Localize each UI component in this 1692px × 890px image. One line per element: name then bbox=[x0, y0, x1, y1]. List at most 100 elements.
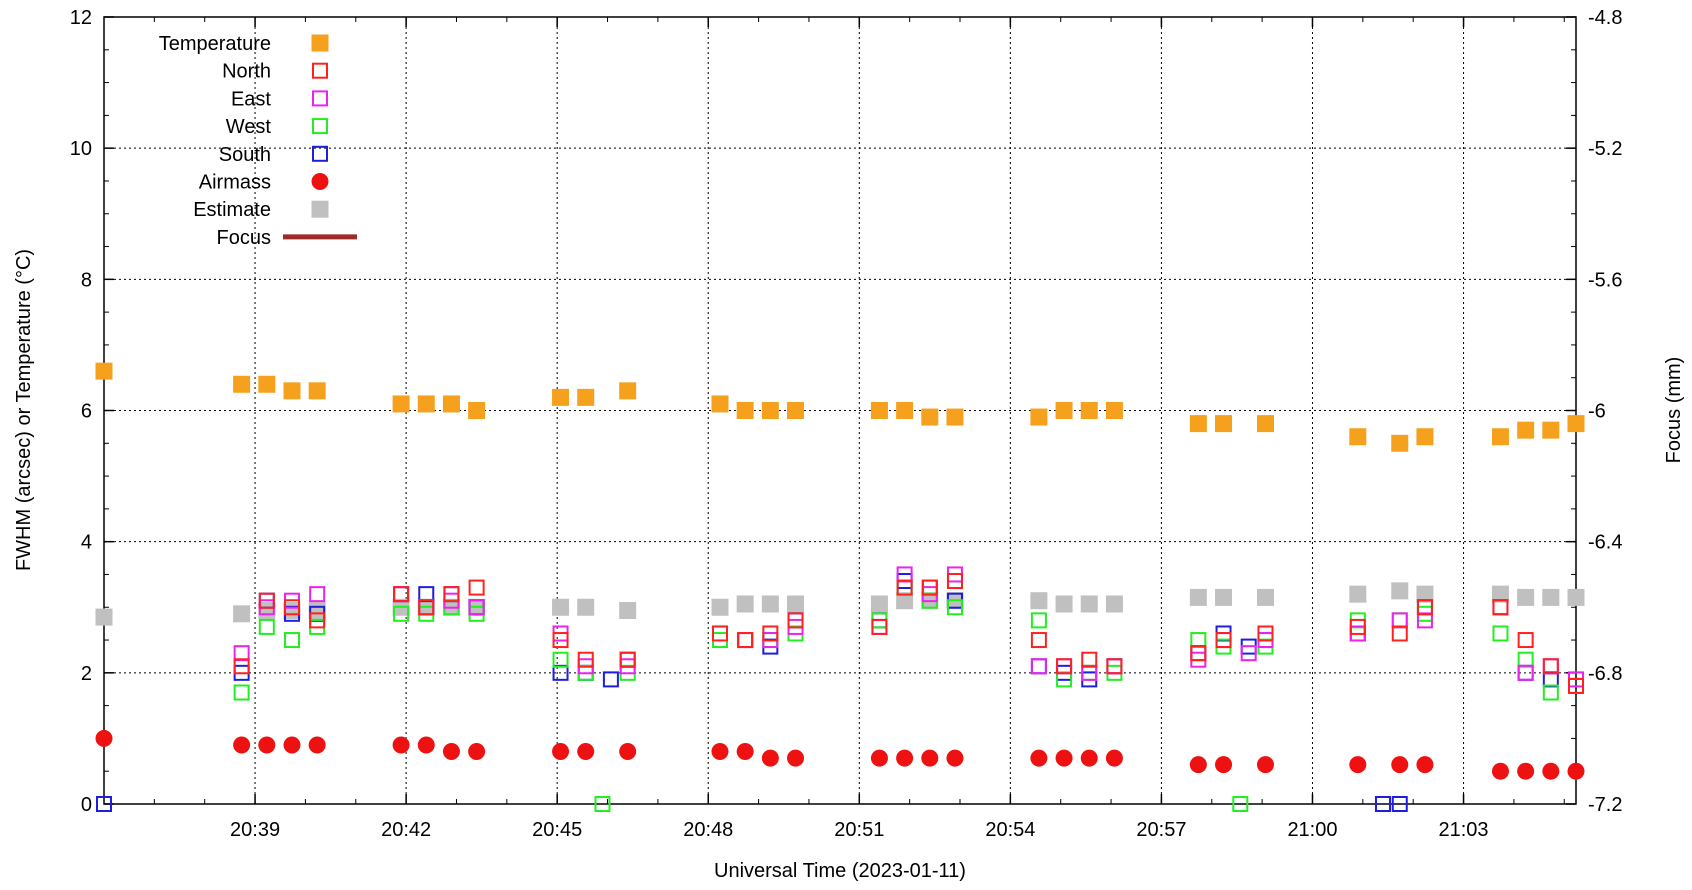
west-point bbox=[1492, 625, 1509, 642]
north-point bbox=[1081, 651, 1098, 668]
estimate-point bbox=[1080, 595, 1098, 613]
south-point bbox=[1374, 796, 1391, 812]
x-tick-label: 21:03 bbox=[1439, 819, 1489, 841]
temperature-point bbox=[946, 408, 964, 426]
airmass-point bbox=[1517, 762, 1535, 780]
y-axis-title: FWHM (arcsec) or Temperature (°C) bbox=[13, 249, 35, 571]
airmass-point bbox=[619, 743, 637, 761]
east-point bbox=[1391, 612, 1408, 629]
temperature-point bbox=[761, 402, 779, 419]
east-point bbox=[1517, 664, 1534, 681]
legend-label: North bbox=[222, 61, 271, 83]
airmass-point bbox=[308, 736, 326, 754]
y2-tick-label: -6.8 bbox=[1588, 663, 1622, 685]
temperature-point bbox=[896, 402, 914, 419]
y-tick-label: 0 bbox=[81, 794, 92, 816]
north-point bbox=[737, 632, 754, 649]
airmass-point bbox=[1391, 756, 1409, 774]
west-point bbox=[1030, 612, 1047, 629]
legend-marker bbox=[311, 200, 329, 218]
south-point bbox=[737, 632, 754, 649]
airmass-point bbox=[283, 736, 301, 754]
west-point bbox=[1542, 684, 1559, 701]
estimate-point bbox=[711, 598, 729, 616]
y2-tick-label: -5.6 bbox=[1588, 269, 1622, 291]
legend-label: West bbox=[226, 116, 272, 138]
north-point bbox=[1517, 632, 1534, 649]
estimate-point bbox=[233, 605, 251, 623]
temperature-point bbox=[233, 375, 251, 393]
estimate-point bbox=[283, 602, 301, 620]
series-airmass bbox=[95, 729, 1585, 780]
series-north bbox=[233, 573, 1584, 694]
estimate-point bbox=[1189, 588, 1207, 606]
airmass-point bbox=[442, 743, 460, 761]
airmass-point bbox=[921, 749, 939, 767]
south-point bbox=[1391, 796, 1408, 812]
y-tick-label: 8 bbox=[81, 269, 92, 291]
airmass-point bbox=[1542, 762, 1560, 780]
airmass-point bbox=[711, 743, 729, 761]
estimate-point bbox=[1215, 588, 1233, 606]
series-temperature bbox=[95, 362, 1585, 452]
temperature-point bbox=[1105, 402, 1123, 419]
y2-tick-label: -4.8 bbox=[1588, 7, 1622, 29]
series-estimate bbox=[95, 582, 1585, 626]
estimate-point bbox=[308, 602, 326, 620]
west-point bbox=[233, 684, 250, 701]
temperature-point bbox=[1491, 428, 1509, 446]
temperature-point bbox=[921, 408, 939, 426]
temperature-point bbox=[1349, 428, 1367, 446]
east-point bbox=[468, 599, 485, 616]
west-point bbox=[594, 796, 611, 812]
airmass-point bbox=[258, 736, 276, 754]
south-point bbox=[1542, 671, 1559, 688]
north-point bbox=[1391, 625, 1408, 642]
y-tick-label: 12 bbox=[70, 7, 92, 29]
legend-label: Focus bbox=[217, 227, 271, 249]
north-point bbox=[1568, 677, 1584, 694]
temperature-point bbox=[1080, 402, 1098, 419]
estimate-point bbox=[258, 602, 276, 620]
estimate-point bbox=[1391, 582, 1409, 600]
y2-tick-label: -6.4 bbox=[1588, 532, 1622, 554]
airmass-point bbox=[1256, 756, 1274, 774]
airmass-point bbox=[417, 736, 435, 754]
airmass-point bbox=[1491, 762, 1509, 780]
estimate-point bbox=[1517, 588, 1535, 606]
y2-tick-label: -6 bbox=[1588, 401, 1606, 423]
north-point bbox=[283, 599, 300, 616]
north-point bbox=[619, 651, 636, 668]
temperature-point bbox=[1189, 415, 1207, 433]
temperature-point bbox=[619, 382, 637, 400]
north-point bbox=[1492, 599, 1509, 616]
x-axis-title: Universal Time (2023-01-11) bbox=[714, 860, 966, 882]
north-point bbox=[1257, 625, 1274, 642]
north-point bbox=[577, 651, 594, 668]
estimate-point bbox=[1416, 585, 1434, 603]
legend-label: Airmass bbox=[199, 172, 271, 194]
estimate-point bbox=[1542, 588, 1560, 606]
temperature-point bbox=[1256, 415, 1274, 433]
temperature-point bbox=[1542, 421, 1560, 439]
airmass-point bbox=[552, 743, 570, 761]
airmass-point bbox=[95, 729, 113, 747]
airmass-point bbox=[870, 749, 888, 767]
temperature-point bbox=[392, 395, 410, 413]
series-west bbox=[233, 579, 1584, 812]
estimate-point bbox=[552, 598, 570, 616]
legend-marker bbox=[311, 34, 329, 52]
estimate-point bbox=[1105, 595, 1123, 613]
temperature-point bbox=[95, 362, 113, 380]
north-point bbox=[1542, 658, 1559, 675]
airmass-point bbox=[577, 743, 595, 761]
temperature-point bbox=[468, 402, 486, 419]
temperature-point bbox=[552, 388, 570, 406]
temperature-point bbox=[258, 375, 276, 393]
north-point bbox=[1190, 645, 1207, 662]
x-tick-label: 20:51 bbox=[834, 819, 884, 841]
north-point bbox=[787, 612, 804, 629]
airmass-point bbox=[1349, 756, 1367, 774]
airmass-point bbox=[1416, 756, 1434, 774]
